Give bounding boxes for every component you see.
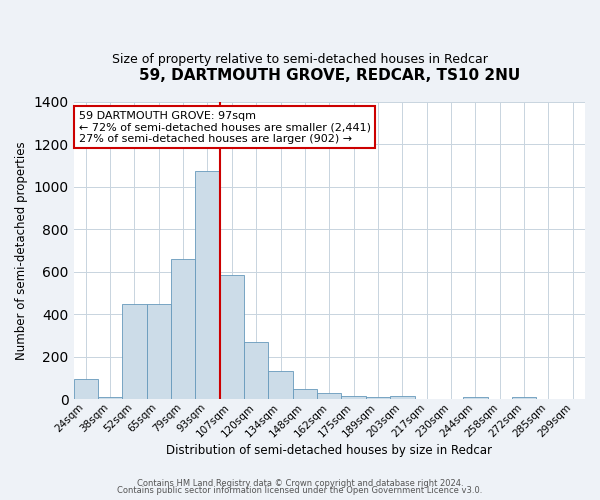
X-axis label: Distribution of semi-detached houses by size in Redcar: Distribution of semi-detached houses by … (166, 444, 492, 458)
Bar (463, 397, 488, 400)
Bar (146, 304, 171, 400)
Bar (122, 304, 146, 400)
Text: Contains HM Land Registry data © Crown copyright and database right 2024.: Contains HM Land Registry data © Crown c… (137, 478, 463, 488)
Bar (317, 392, 341, 400)
Bar (220, 275, 244, 400)
Text: 59 DARTMOUTH GROVE: 97sqm
← 72% of semi-detached houses are smaller (2,441)
27% : 59 DARTMOUTH GROVE: 97sqm ← 72% of semi-… (79, 110, 371, 144)
Text: Contains public sector information licensed under the Open Government Licence v3: Contains public sector information licen… (118, 486, 482, 495)
Y-axis label: Number of semi-detached properties: Number of semi-detached properties (15, 141, 28, 360)
Bar (341, 396, 366, 400)
Bar (293, 388, 317, 400)
Bar (366, 396, 390, 400)
Bar (390, 396, 415, 400)
Bar (512, 397, 536, 400)
Bar (171, 259, 196, 400)
Bar (74, 379, 98, 400)
Bar (196, 171, 220, 400)
Bar (98, 397, 122, 400)
Title: 59, DARTMOUTH GROVE, REDCAR, TS10 2NU: 59, DARTMOUTH GROVE, REDCAR, TS10 2NU (139, 68, 520, 82)
Bar (268, 370, 293, 400)
Text: Size of property relative to semi-detached houses in Redcar: Size of property relative to semi-detach… (112, 52, 488, 66)
Bar (244, 342, 268, 400)
